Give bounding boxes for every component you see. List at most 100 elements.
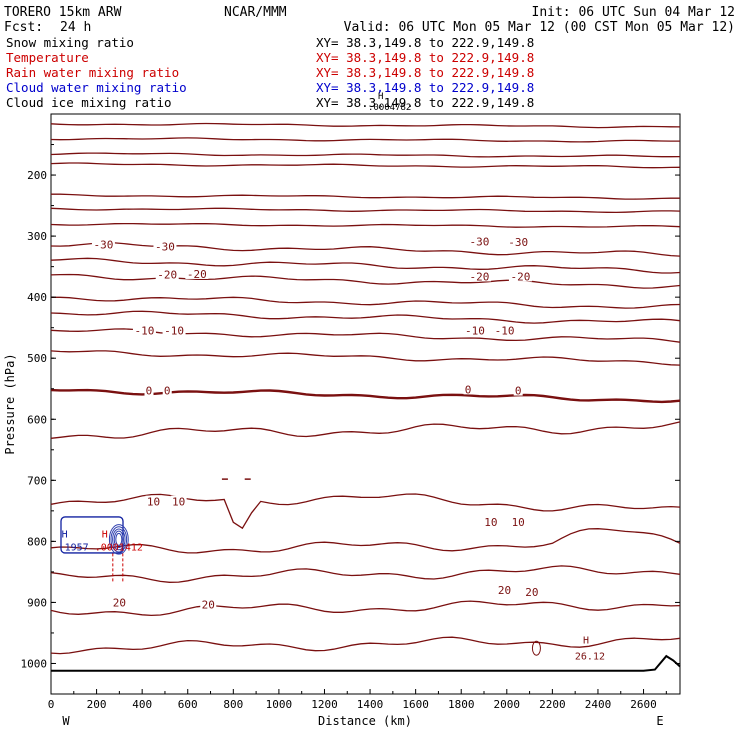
rain-water-max-marker: H [102, 529, 108, 540]
terrain-line [51, 654, 681, 672]
surface-max-marker: H [583, 635, 589, 646]
legend-xy-temperature: XY= 38.3,149.8 to 222.9,149.8 [316, 50, 534, 65]
x-tick-label-2200: 2200 [539, 698, 566, 711]
contour-label-19: 10 [512, 516, 525, 529]
y-tick-label-500: 500 [27, 352, 47, 365]
rain-water-max-value: .0001412 [95, 542, 143, 553]
isotherm-18 [50, 565, 681, 583]
contour-label-10: -10 [465, 325, 485, 338]
isotherm-7 [50, 242, 681, 257]
contour-label-bg-3 [506, 236, 530, 248]
x-tick-label-1400: 1400 [357, 698, 384, 711]
contour-label-22: 20 [113, 596, 126, 609]
contour-label-3: -30 [508, 236, 528, 249]
model-title: TORERO 15km ARW [4, 5, 122, 20]
x-tick-label-2400: 2400 [585, 698, 612, 711]
cloud-water-max-marker: H [62, 529, 68, 540]
small-closed-contour [531, 640, 541, 656]
contour-label-bg-2 [467, 235, 491, 247]
contour-label-23: 20 [202, 598, 215, 611]
x-axis-west-label: W [62, 714, 70, 728]
y-tick-label-700: 700 [27, 474, 47, 487]
legend-xy-snow: XY= 38.3,149.8 to 222.9,149.8 [316, 35, 534, 50]
contour-label-bg-13 [162, 384, 172, 396]
contour-label-6: -20 [470, 270, 490, 283]
rain-water-dashes [112, 553, 124, 582]
contour-label-2: -30 [470, 236, 490, 249]
x-axis-label: Distance (km) [318, 714, 412, 728]
contour-label-14: 0 [465, 383, 472, 396]
x-tick-label-1800: 1800 [448, 698, 475, 711]
isotherm-1 [50, 137, 680, 143]
contour-label-8: -10 [135, 325, 155, 338]
contour-label-17: 10 [172, 496, 185, 509]
rain-water-contour-4 [108, 524, 129, 555]
isotherm-5 [50, 207, 681, 214]
x-tick-label-2600: 2600 [630, 698, 657, 711]
legend-xy-rain: XY= 38.3,149.8 to 222.9,149.8 [316, 65, 534, 80]
contour-label-bg-9 [162, 324, 186, 336]
terrain-group [51, 654, 681, 672]
contour-label-bg-12 [144, 384, 154, 396]
isotherm-19 [50, 600, 681, 617]
overprint-h-marker: H [378, 92, 383, 102]
contour-label-bg-23 [200, 598, 217, 610]
x-tick-label-2000: 2000 [494, 698, 521, 711]
fcst-value: 24 h [60, 20, 91, 35]
fcst-label: Fcst: [4, 20, 43, 35]
contour-label-bg-19 [510, 515, 527, 527]
contour-label-group: -30 -30 -30 -30-20 -20 -20 -20-10 -10 -10 -100 0 0 0… [91, 235, 540, 611]
legend-label-cloud-ice: Cloud ice mixing ratio [6, 95, 172, 110]
contour-label-bg-20 [496, 584, 513, 596]
contour-label-bg-7 [508, 270, 532, 282]
isotherm-20 [50, 636, 681, 655]
contour-label-bg-22 [111, 596, 128, 608]
contour-label-11: -10 [495, 325, 515, 338]
contour-label-9: -10 [164, 325, 184, 338]
contour-label-21: 20 [525, 586, 538, 599]
plot-frame [50, 113, 681, 695]
contour-label-12: 0 [146, 385, 153, 398]
x-tick-label-400: 400 [132, 698, 152, 711]
contour-label-20: 20 [498, 584, 511, 597]
isotherm-10 [51, 296, 681, 309]
contour-label-bg-15 [513, 384, 523, 396]
isotherm-6 [50, 222, 681, 228]
isotherm-11 [50, 310, 681, 324]
rain-water-contour-0 [115, 532, 123, 546]
contour-label-bg-17 [170, 495, 187, 507]
legend-label-cloud-water: Cloud water mixing ratio [6, 80, 187, 95]
isotherm-2 [50, 152, 681, 158]
y-tick-label-200: 200 [27, 169, 47, 182]
contour-label-bg-5 [185, 267, 209, 279]
y-tick-label-400: 400 [27, 291, 47, 304]
y-tick-label-300: 300 [27, 230, 47, 243]
legend-label-rain: Rain water mixing ratio [6, 65, 179, 80]
legend-xy-cloud-ice: XY= 38.3,149.8 to 222.9,149.8 [316, 95, 534, 110]
feature-group: H 1957 H .0001412 H 26.12 [60, 478, 605, 662]
x-tick-label-0: 0 [48, 698, 55, 711]
contour-label-bg-18 [482, 515, 499, 527]
contour-label-0: -30 [93, 239, 113, 252]
y-axis-label: Pressure (hPa) [3, 353, 17, 454]
contour-label-1: -30 [155, 240, 175, 253]
x-tick-label-200: 200 [87, 698, 107, 711]
contour-label-13: 0 [164, 385, 171, 398]
x-axis-east-label: E [656, 714, 663, 728]
contour-label-7: -20 [511, 270, 531, 283]
x-axis: 0 200 400 600 800 1000 1200 1400 1600 1800 2000 220… [48, 689, 667, 711]
contour-label-16: 10 [147, 496, 160, 509]
rain-water-contour-3 [110, 526, 128, 553]
contour-label-bg-14 [463, 383, 473, 395]
legend-xy-cloud-water: XY= 38.3,149.8 to 222.9,149.8 [316, 80, 534, 95]
surface-max-value: 26.12 [575, 651, 605, 662]
contour-label-bg-4 [155, 268, 179, 280]
y-tick-label-900: 900 [27, 596, 47, 609]
y-tick-label-600: 600 [27, 413, 47, 426]
rain-water-contour-2 [112, 528, 126, 551]
contour-label-bg-6 [467, 270, 491, 282]
isotherm-0 [50, 122, 681, 129]
org-label: NCAR/MMM [224, 5, 287, 20]
isotherm-14 [50, 388, 681, 404]
